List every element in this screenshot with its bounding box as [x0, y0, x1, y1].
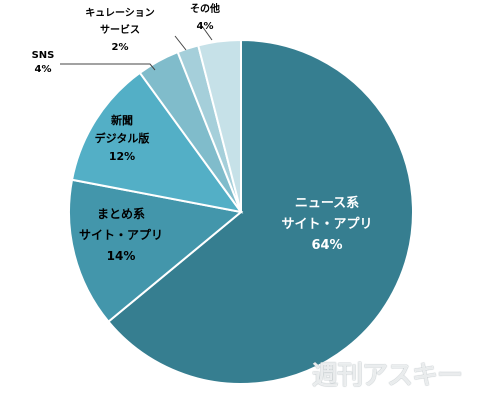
slice-name: サイト・アプリ — [79, 227, 163, 242]
pie-slices — [68, 38, 414, 385]
slice-label: キュレーションサービス 2% — [85, 7, 155, 53]
slice-label: 新聞デジタル版 12% — [95, 113, 150, 163]
leader-line — [60, 63, 156, 71]
slice-label: まとめ系サイト・アプリ 14% — [79, 206, 163, 263]
slice-name: デジタル版 — [95, 131, 150, 145]
slice-percent: 12% — [109, 150, 135, 163]
pie-slice — [197, 38, 242, 213]
slice-name: 新聞 — [111, 113, 133, 127]
slice-percent: 2% — [112, 42, 129, 53]
leader-line — [201, 25, 213, 41]
leader-lines — [60, 25, 213, 71]
slice-percent: 14% — [107, 249, 136, 263]
slice-name: まとめ系 — [97, 206, 145, 221]
pie-slice — [70, 71, 244, 214]
slice-name: その他 — [190, 2, 220, 15]
slice-percent: 4% — [197, 21, 214, 32]
leader-line — [174, 35, 187, 51]
watermark-logo: 週刊アスキー — [311, 361, 463, 391]
pie-slice — [68, 178, 244, 324]
slice-percent: 4% — [35, 64, 52, 75]
slice-labels: ニュース系サイト・アプリ 64% まとめ系サイト・アプリ 14% 新聞デジタル版 12% S… — [32, 2, 373, 263]
slice-name: キュレーション — [85, 7, 155, 19]
slice-name: サイト・アプリ — [281, 217, 372, 232]
slice-label: SNS 4% — [32, 50, 55, 75]
slice-name: SNS — [32, 50, 55, 61]
slice-name: サービス — [100, 23, 140, 36]
slice-name: ニュース系 — [295, 195, 359, 211]
slice-label: その他 4% — [190, 2, 220, 32]
slice-percent: 64% — [311, 238, 342, 253]
pie-slice — [107, 38, 414, 385]
slice-label: ニュース系サイト・アプリ 64% — [281, 195, 372, 253]
